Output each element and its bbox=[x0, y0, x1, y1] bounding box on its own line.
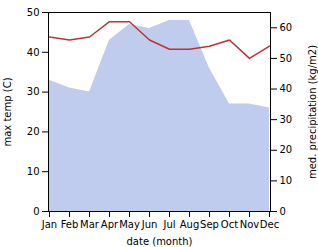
svg-text:Apr: Apr bbox=[101, 219, 119, 230]
svg-text:30: 30 bbox=[280, 114, 293, 125]
svg-text:Nov: Nov bbox=[240, 219, 260, 230]
svg-text:40: 40 bbox=[280, 83, 293, 94]
svg-text:max temp (C): max temp (C) bbox=[2, 77, 13, 146]
svg-text:Mar: Mar bbox=[80, 219, 100, 230]
svg-text:30: 30 bbox=[27, 86, 40, 97]
svg-text:Jul: Jul bbox=[162, 219, 175, 230]
svg-text:Aug: Aug bbox=[180, 219, 200, 230]
svg-text:0: 0 bbox=[280, 206, 286, 217]
svg-text:10: 10 bbox=[27, 166, 40, 177]
svg-text:Oct: Oct bbox=[221, 219, 238, 230]
svg-text:50: 50 bbox=[280, 53, 293, 64]
svg-text:Jan: Jan bbox=[41, 219, 57, 230]
svg-text:60: 60 bbox=[280, 22, 293, 33]
svg-text:May: May bbox=[119, 219, 140, 230]
svg-text:date (month): date (month) bbox=[127, 236, 193, 247]
svg-text:Dec: Dec bbox=[260, 219, 279, 230]
svg-text:med. precipitation (kg/m2): med. precipitation (kg/m2) bbox=[307, 45, 318, 179]
svg-text:Jun: Jun bbox=[141, 219, 158, 230]
svg-text:10: 10 bbox=[280, 175, 293, 186]
svg-text:50: 50 bbox=[27, 7, 40, 18]
svg-text:0: 0 bbox=[33, 206, 39, 217]
svg-text:Feb: Feb bbox=[61, 219, 79, 230]
svg-text:20: 20 bbox=[27, 126, 40, 137]
svg-text:40: 40 bbox=[27, 47, 40, 58]
svg-text:20: 20 bbox=[280, 144, 293, 155]
svg-text:Sep: Sep bbox=[200, 219, 219, 230]
